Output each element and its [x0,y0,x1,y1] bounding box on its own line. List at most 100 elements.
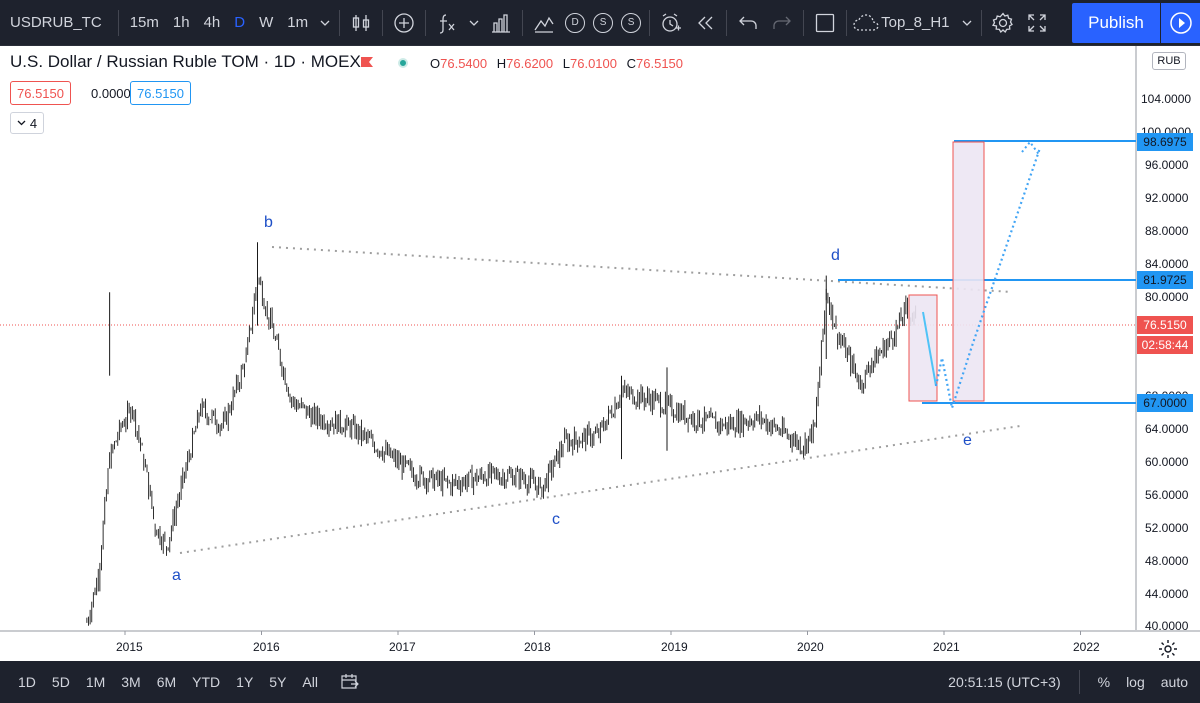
price-tick: 80.0000 [1145,290,1189,304]
symbol-search[interactable]: USDRUB_TC [10,14,102,31]
wave-label-b[interactable]: b [264,214,273,231]
compare-add-icon[interactable] [387,0,421,46]
wave-label-a[interactable]: a [172,567,181,584]
price-chart[interactable] [0,46,1200,661]
range-6m[interactable]: 6M [156,674,177,690]
toolbar-divider [339,9,341,36]
upper-trendline[interactable] [271,246,1013,293]
settings-gear-icon[interactable] [986,0,1020,46]
toolbar-divider [803,9,805,36]
replay-rewind-icon[interactable] [688,0,722,46]
templates-icon[interactable] [527,0,561,46]
time-tick: 2019 [661,640,688,654]
auto-scale-toggle[interactable]: auto [1160,674,1188,690]
alert-clock-icon[interactable] [654,0,688,46]
indicators-chevron-icon[interactable] [464,0,484,46]
high-label: H [496,56,507,71]
financials-icon[interactable] [484,0,518,46]
interval-15m[interactable]: 15m [129,14,159,31]
level-tag-98[interactable]: 98.6975 [1137,133,1193,151]
top-toolbar: USDRUB_TC 15m 1h 4h D W 1m D S S [0,0,1200,46]
time-tick: 2017 [389,640,416,654]
close-value: 76.5150 [636,56,684,71]
price-tick: 52.0000 [1145,521,1189,535]
candles-icon[interactable] [344,0,378,46]
low-label: L [562,56,570,71]
interval-w[interactable]: W [259,14,274,31]
chart-settings-gear-icon[interactable] [1157,638,1179,660]
level-tag-67[interactable]: 67.0000 [1137,394,1193,412]
calendar-range-icon [341,673,359,689]
projection-dotted-path[interactable] [934,147,1042,413]
price-tick: 44.0000 [1145,587,1189,601]
toolbar-divider [649,9,651,36]
candles-group [86,242,917,626]
toolbar-divider [522,9,524,36]
range-5d[interactable]: 5D [51,674,70,690]
circle-d-icon[interactable]: D [561,0,589,46]
ask-value-box[interactable]: 76.5150 [130,81,191,105]
toolbar-divider [726,9,728,36]
range-1d[interactable]: 1D [18,674,36,690]
wave-label-c[interactable]: c [552,511,560,528]
open-label: O [430,56,441,71]
wave-label-e[interactable]: e [963,432,972,449]
interval-d[interactable]: D [234,14,246,31]
bottom-toolbar: 1D 5D 1M 3M 6M YTD 1Y 5Y All 20:51:15 (U… [0,661,1200,703]
bid-value-box[interactable]: 76.5150 [10,81,71,105]
lower-trendline[interactable] [179,425,1021,554]
cloud-save-icon[interactable] [851,0,881,46]
interval-1h[interactable]: 1h [172,14,190,31]
circle-s-icon[interactable]: S [589,0,617,46]
bar-countdown-tag: 02:58:44 [1137,336,1193,354]
open-value: 76.5400 [440,56,488,71]
symbol-legend-title: U.S. Dollar / Russian Ruble TOM · 1D · M… [10,52,361,71]
interval-dropdown-chevron-icon[interactable] [315,0,335,46]
level-tag-82[interactable]: 81.9725 [1137,271,1193,289]
layout-chevron-icon[interactable] [957,0,977,46]
projection-solid-line[interactable] [922,311,937,387]
toolbar-divider [382,9,384,36]
log-scale-toggle[interactable]: log [1126,674,1145,690]
low-value: 76.0100 [570,56,617,71]
range-3m[interactable]: 3M [121,674,141,690]
range-1m[interactable]: 1M [85,674,106,690]
clock-timezone[interactable]: 20:51:15 (UTC+3) [948,674,1061,690]
goto-date-icon[interactable] [326,672,368,693]
time-tick: 2018 [524,640,551,654]
price-tick: 56.0000 [1145,488,1189,502]
indicators-count: 4 [29,115,38,131]
range-all[interactable]: All [302,674,318,690]
indicators-fx-icon[interactable] [430,0,464,46]
price-tick: 40.0000 [1145,619,1189,633]
circle-s-icon[interactable]: S [617,0,645,46]
interval-4h[interactable]: 4h [203,14,221,31]
percent-scale-toggle[interactable]: % [1097,674,1111,690]
price-tick: 64.0000 [1145,422,1189,436]
projection-box-large[interactable] [952,141,985,402]
time-tick: 2020 [797,640,824,654]
undo-icon[interactable] [731,0,765,46]
time-tick: 2016 [253,640,280,654]
time-tick: 2021 [933,640,960,654]
range-1y[interactable]: 1Y [236,674,254,690]
range-ytd[interactable]: YTD [192,674,221,690]
wave-label-d[interactable]: d [831,247,840,264]
publish-button[interactable]: Publish [1072,3,1160,43]
fullscreen-expand-icon[interactable] [1020,0,1054,46]
chart-pane[interactable]: U.S. Dollar / Russian Ruble TOM · 1D · M… [0,46,1200,658]
toolbar-divider [846,9,848,36]
indicators-collapse-button[interactable]: 4 [10,112,44,134]
layout-name[interactable]: Top_8_H1 [881,14,950,31]
redo-icon[interactable] [765,0,799,46]
range-5y[interactable]: 5Y [269,674,287,690]
fullscreen-square-icon[interactable] [808,0,842,46]
projection-arrow-icon [1021,140,1041,157]
flag-icon[interactable] [360,56,374,68]
interval-1m[interactable]: 1m [287,14,309,31]
time-tick: 2015 [116,640,143,654]
price-tick: 60.0000 [1145,455,1189,469]
projection-box-small[interactable] [908,294,938,402]
currency-badge[interactable]: RUB [1152,52,1186,70]
publish-play-icon[interactable] [1161,3,1200,43]
